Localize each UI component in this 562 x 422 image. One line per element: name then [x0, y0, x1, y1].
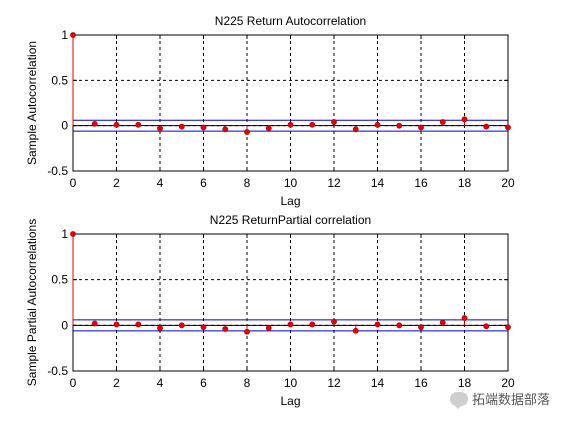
y-tick-label: 0.5: [51, 273, 68, 287]
data-point: [418, 324, 424, 331]
data-point: [265, 125, 272, 132]
data-point: [178, 322, 185, 329]
data-point: [461, 116, 468, 123]
data-point: [70, 32, 76, 38]
data-point: [418, 124, 424, 131]
data-point: [70, 231, 76, 237]
x-axis-label: Lag: [280, 394, 300, 408]
data-point: [287, 321, 294, 328]
x-tick-label: 6: [200, 176, 207, 190]
x-tick-label: 18: [458, 176, 472, 190]
data-point: [461, 315, 468, 321]
y-tick-label: 1: [61, 28, 68, 42]
data-point: [439, 119, 446, 125]
data-point: [244, 328, 250, 335]
data-point: [396, 322, 403, 329]
data-point: [222, 326, 229, 332]
data-point: [91, 320, 98, 327]
data-point: [244, 129, 250, 135]
data-point: [222, 126, 229, 133]
x-tick-label: 12: [327, 176, 341, 190]
data-point: [439, 319, 446, 326]
data-point: [91, 120, 98, 127]
x-tick-label: 2: [113, 176, 120, 190]
data-point: [200, 324, 207, 331]
data-point: [113, 121, 120, 128]
x-tick-label: 16: [414, 376, 428, 390]
y-axis-label: Sample Autocorrelation: [25, 41, 39, 165]
data-point: [135, 121, 142, 128]
x-tick-label: 20: [501, 176, 515, 190]
x-tick-label: 14: [371, 176, 385, 190]
data-point: [505, 124, 511, 131]
chat-bubble-icon: [449, 391, 468, 409]
data-point: [178, 123, 185, 130]
x-tick-label: 2: [113, 376, 120, 390]
data-point: [157, 125, 163, 132]
data-point: [483, 323, 490, 330]
x-tick-label: 4: [157, 376, 164, 390]
data-point: [135, 321, 142, 328]
x-tick-label: 14: [371, 376, 385, 390]
data-point: [287, 121, 294, 128]
x-tick-label: 0: [70, 176, 77, 190]
x-tick-label: 18: [458, 376, 472, 390]
data-point: [352, 126, 359, 133]
data-point: [374, 321, 381, 328]
x-tick-label: 12: [327, 376, 341, 390]
x-tick-label: 20: [501, 376, 515, 390]
x-tick-label: 8: [244, 176, 251, 190]
data-point: [309, 321, 316, 328]
x-tick-label: 0: [70, 376, 77, 390]
y-tick-label: 0: [61, 119, 68, 133]
data-point: [200, 124, 207, 131]
data-point: [265, 325, 272, 331]
data-point: [483, 123, 490, 130]
y-tick-label: -0.5: [47, 364, 68, 378]
x-tick-label: 10: [284, 376, 298, 390]
y-tick-label: 1: [61, 227, 68, 241]
x-tick-label: 8: [244, 376, 251, 390]
data-point: [331, 318, 337, 325]
watermark-text: 拓端数据部落: [471, 393, 550, 408]
data-point: [113, 321, 120, 328]
data-point: [331, 119, 337, 125]
watermark: 拓端数据部落: [449, 389, 550, 409]
chart-title: N225 Return Autocorrelation: [215, 14, 366, 28]
y-tick-label: -0.5: [47, 164, 68, 178]
x-tick-label: 6: [200, 376, 207, 390]
data-point: [157, 325, 163, 331]
x-tick-label: 4: [157, 176, 164, 190]
x-axis-label: Lag: [280, 194, 300, 208]
data-point: [309, 121, 316, 128]
x-tick-label: 10: [284, 176, 298, 190]
x-tick-label: 16: [414, 176, 428, 190]
data-point: [505, 324, 511, 331]
y-axis-label: Sample Partial Autocorrelations: [25, 219, 39, 386]
data-point: [374, 121, 381, 128]
data-point: [352, 327, 359, 334]
data-point: [396, 122, 403, 129]
y-tick-label: 0: [61, 318, 68, 332]
chart-title: N225 ReturnPartial correlation: [210, 213, 371, 227]
y-tick-label: 0.5: [51, 73, 68, 87]
